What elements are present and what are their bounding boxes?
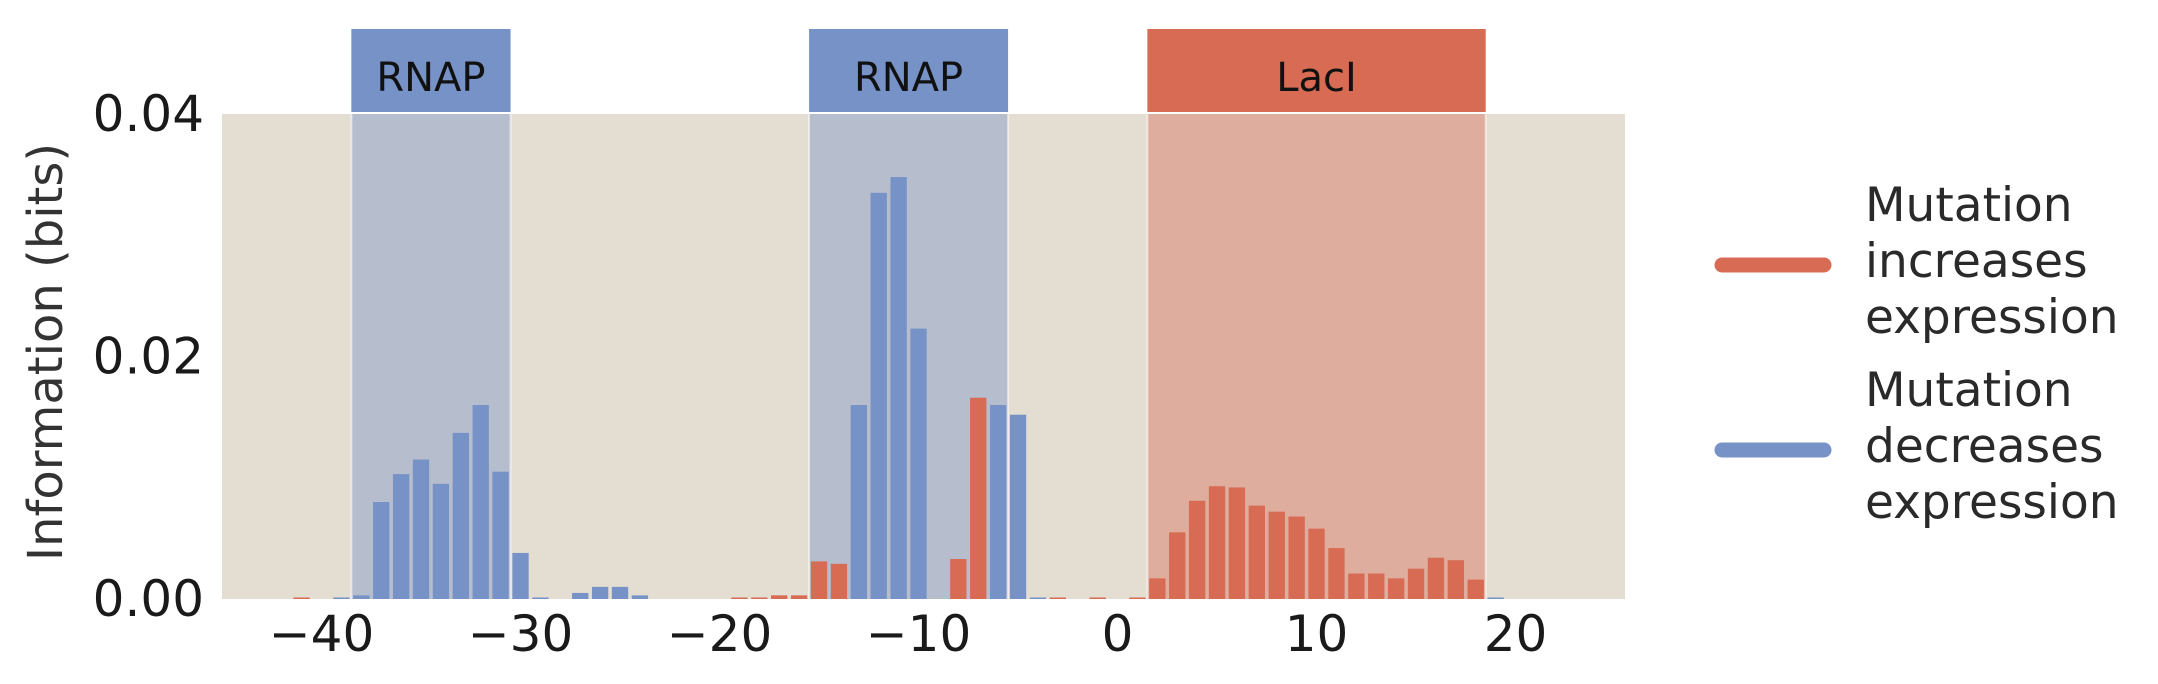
bar	[1228, 487, 1246, 599]
bar	[1049, 597, 1066, 599]
x-tick-label: −40	[269, 605, 375, 663]
bar	[452, 432, 469, 599]
x-tick-label: 10	[1285, 605, 1349, 663]
region-header	[351, 29, 511, 112]
bar	[790, 595, 808, 599]
bar	[1308, 528, 1325, 599]
bar	[850, 405, 867, 599]
bar	[1427, 557, 1445, 599]
legend-label: expression	[1865, 290, 2119, 345]
legend: MutationincreasesexpressionMutationdecre…	[1714, 178, 2119, 530]
bar	[611, 586, 629, 599]
bar	[1089, 597, 1106, 599]
bars-layer	[293, 177, 1504, 600]
bar	[373, 502, 390, 599]
bar	[492, 471, 509, 599]
bar	[353, 595, 370, 599]
bar	[1288, 516, 1305, 599]
legend-label: decreases	[1865, 419, 2104, 474]
bar	[1328, 548, 1345, 599]
bar	[1407, 568, 1425, 599]
axes-layer: Information (bits) −40 −30 −20 −10 0 10 20 0.00…	[18, 85, 1547, 663]
bar	[751, 597, 768, 599]
bar	[293, 597, 310, 599]
bar	[333, 597, 350, 599]
bar	[870, 192, 887, 599]
bar	[1169, 532, 1186, 599]
region-label: RNAP	[854, 55, 963, 101]
y-tick-label: 0.00	[93, 570, 204, 628]
bar	[412, 459, 430, 599]
bar	[970, 397, 987, 599]
bar	[810, 561, 828, 599]
legend-label: increases	[1865, 234, 2088, 289]
bar	[890, 177, 907, 600]
bar	[1188, 500, 1206, 599]
y-tick-label: 0.02	[93, 328, 204, 386]
legend-label: Mutation	[1865, 363, 2073, 418]
bar	[572, 592, 589, 599]
bar	[1387, 578, 1405, 599]
region-header	[1147, 29, 1486, 112]
x-tick-label: −20	[667, 605, 773, 663]
bar	[1029, 597, 1047, 599]
y-tick-label: 0.04	[93, 85, 204, 143]
bar	[631, 595, 649, 599]
bar	[1447, 560, 1465, 599]
region-label: RNAP	[376, 55, 485, 101]
bar	[1487, 597, 1504, 599]
bar	[432, 483, 450, 599]
region-header	[809, 29, 1009, 112]
bar	[950, 558, 967, 599]
bar	[1129, 597, 1146, 599]
bar	[771, 595, 788, 599]
bar	[1208, 486, 1226, 599]
bar	[830, 563, 848, 599]
bar	[1467, 579, 1484, 599]
bar	[1268, 511, 1285, 599]
bar	[532, 597, 549, 599]
bar	[1149, 578, 1166, 599]
x-tick-label: −10	[866, 605, 972, 663]
bar	[472, 405, 489, 599]
legend-label: expression	[1865, 475, 2119, 530]
x-tick-label: 0	[1102, 605, 1134, 663]
bar	[1248, 505, 1265, 599]
region-label: LacI	[1276, 55, 1357, 101]
bar	[1348, 573, 1365, 599]
x-tick-label: −30	[468, 605, 574, 663]
bar	[512, 552, 529, 599]
y-axis-label: Information (bits)	[18, 143, 74, 561]
x-tick-label: 20	[1484, 605, 1548, 663]
bar	[392, 474, 410, 599]
legend-label: Mutation	[1865, 178, 2073, 233]
bar	[1368, 573, 1385, 599]
bar	[1009, 414, 1027, 599]
bar	[591, 586, 609, 599]
bar	[731, 597, 748, 599]
bar	[989, 405, 1007, 599]
bar	[910, 328, 927, 599]
